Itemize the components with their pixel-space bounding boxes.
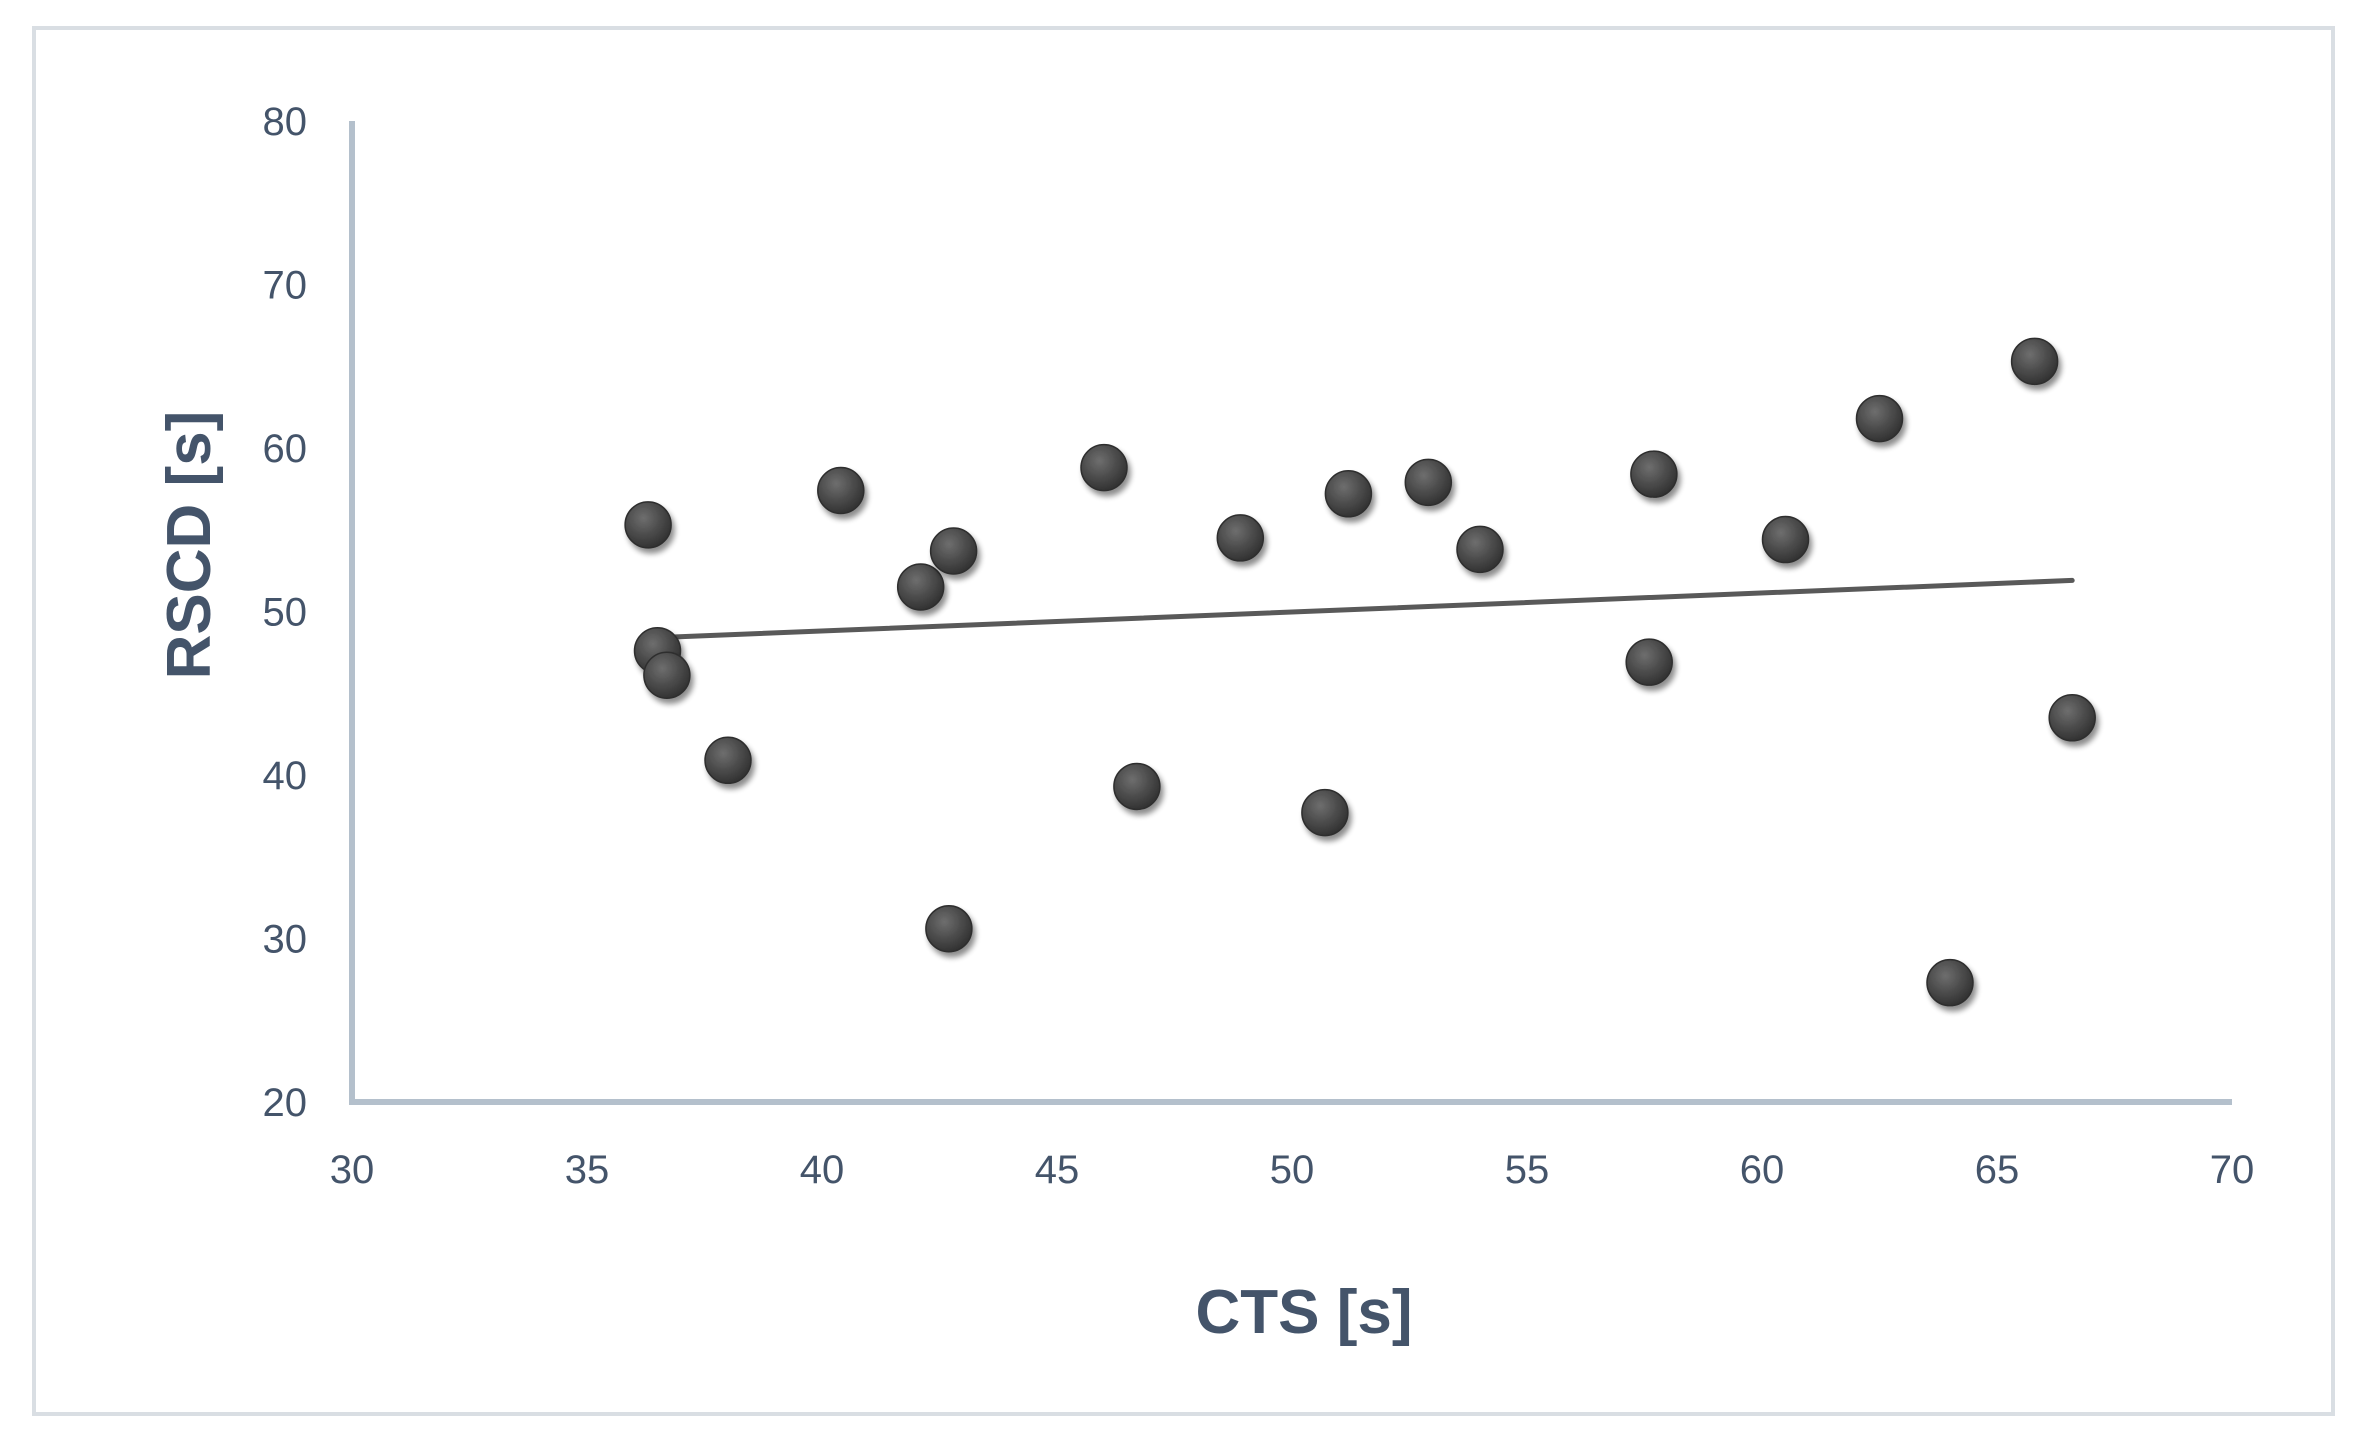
data-points <box>624 337 2096 1007</box>
data-point <box>704 736 752 785</box>
x-tick-label: 70 <box>2210 1148 2255 1192</box>
x-tick-label: 60 <box>1740 1148 1785 1192</box>
x-axis-title: CTS [s] <box>1196 1278 1413 1347</box>
data-point <box>2010 337 2059 386</box>
data-point <box>1080 443 1128 492</box>
x-tick-label: 55 <box>1505 1148 1550 1192</box>
data-point <box>624 501 672 549</box>
y-tick-label: 80 <box>263 100 308 144</box>
x-tick-label: 50 <box>1270 1148 1315 1192</box>
data-point <box>929 527 978 575</box>
y-tick-label: 30 <box>263 918 308 962</box>
axes <box>349 121 2232 1105</box>
data-point <box>2048 694 2096 742</box>
x-tick-label: 40 <box>800 1148 845 1192</box>
y-axis-ticks: 20 30 40 50 60 70 80 <box>263 100 308 1125</box>
x-tick-label: 65 <box>1975 1148 2020 1192</box>
data-point <box>1630 450 1678 498</box>
trendline-line <box>655 577 2075 641</box>
data-point <box>817 466 865 515</box>
data-point <box>896 563 945 611</box>
y-tick-label: 20 <box>263 1081 308 1125</box>
data-point <box>1216 514 1265 562</box>
data-point <box>1113 762 1161 811</box>
x-tick-label: 35 <box>565 1148 610 1192</box>
y-tick-label: 40 <box>263 754 308 798</box>
data-point <box>1855 394 1904 443</box>
data-point <box>643 651 691 700</box>
chart-frame <box>32 26 2335 1416</box>
data-point <box>1761 515 1810 564</box>
data-point <box>925 904 973 953</box>
y-axis-title: RSCD [s] <box>155 411 224 680</box>
y-tick-label: 60 <box>263 427 308 471</box>
data-point <box>1404 458 1453 507</box>
trendline <box>655 577 2075 641</box>
y-tick-label: 70 <box>263 264 308 308</box>
data-point <box>1625 638 1673 686</box>
x-tick-label: 30 <box>330 1148 375 1192</box>
data-point <box>1926 958 1974 1007</box>
x-tick-label: 45 <box>1035 1148 1080 1192</box>
x-axis-ticks: 30 35 40 45 50 55 60 65 70 <box>330 1148 2255 1192</box>
data-point <box>1324 470 1373 518</box>
data-point <box>1456 525 1504 574</box>
y-tick-label: 50 <box>263 591 308 635</box>
data-point <box>1301 788 1349 837</box>
